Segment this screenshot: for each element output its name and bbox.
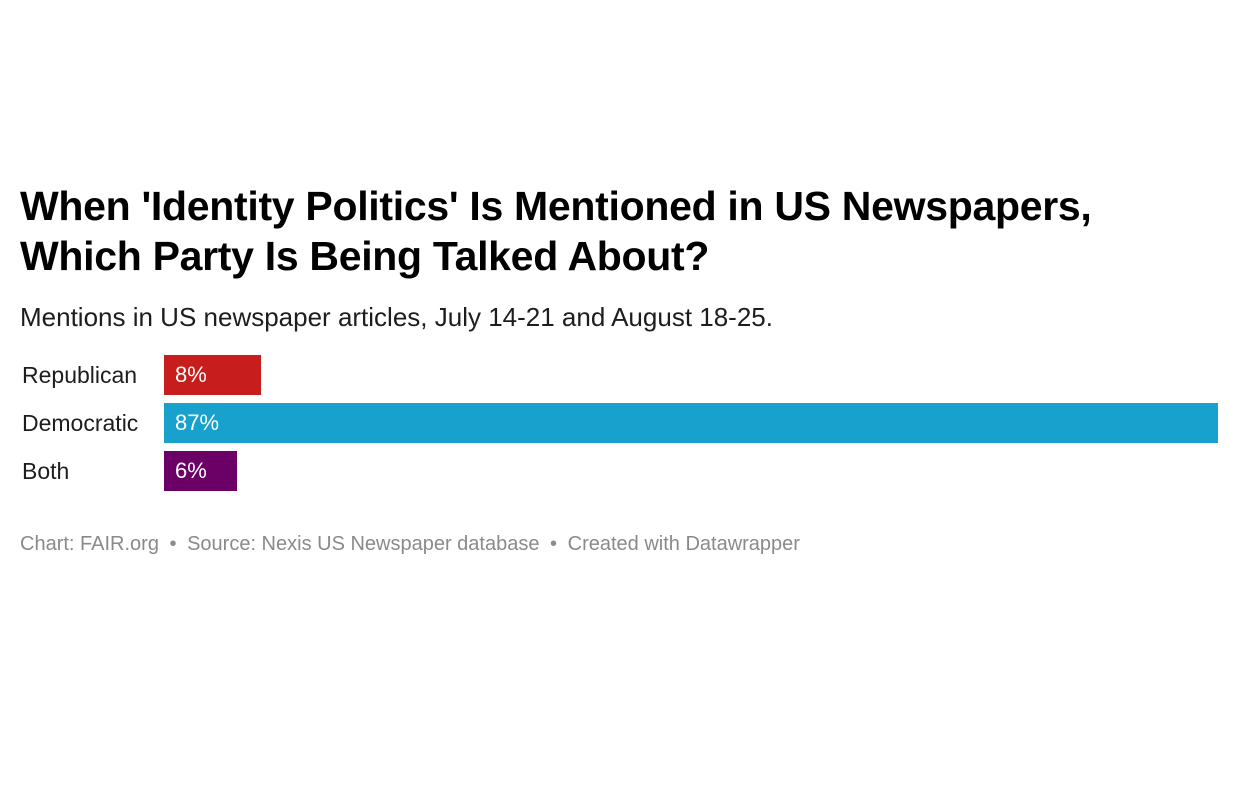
chart-footer: Chart: FAIR.org • Source: Nexis US Newsp…: [20, 530, 800, 558]
source-note: Source: Nexis US Newspaper database: [187, 533, 540, 555]
chart-title: When 'Identity Politics' Is Mentioned in…: [20, 183, 1092, 279]
bar-both: [164, 451, 237, 491]
bar-value-label-republican: 8%: [175, 362, 207, 387]
bar-democratic: [164, 403, 1218, 443]
created-with-note: Created with Datawrapper: [567, 533, 800, 555]
bar-label-republican: Republican: [22, 362, 138, 388]
footer-separator: •: [169, 533, 177, 555]
footer-separator: •: [550, 533, 558, 555]
bar-republican: [164, 355, 261, 395]
bar-label-both: Both: [22, 458, 70, 484]
chart-subtitle: Mentions in US newspaper articles, July …: [20, 302, 773, 332]
bar-value-label-both: 6%: [175, 458, 207, 483]
chart-credit: Chart: FAIR.org: [20, 533, 159, 555]
bar-label-democratic: Democratic: [22, 410, 139, 436]
bar-value-label-democratic: 87%: [175, 410, 220, 435]
